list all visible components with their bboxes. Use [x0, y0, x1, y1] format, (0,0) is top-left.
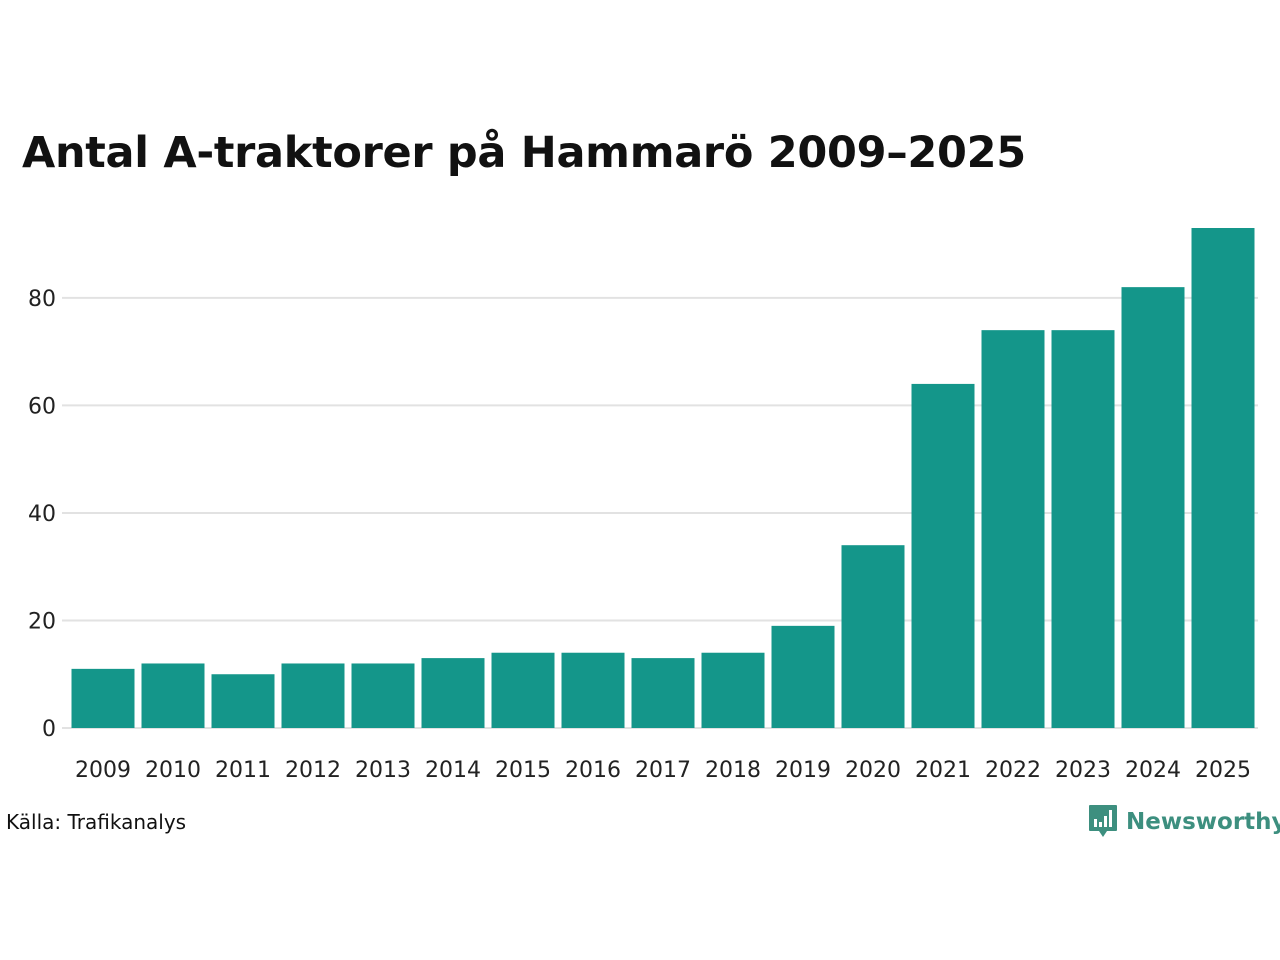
x-tick-label-2013: 2013 [355, 758, 411, 783]
bar-2023 [1051, 330, 1115, 728]
bar-2016 [561, 652, 625, 728]
brand-logo: Newsworthy [1088, 804, 1280, 840]
y-tick-label: 60 [28, 394, 56, 419]
brand-name: Newsworthy [1126, 809, 1280, 835]
x-tick-label-2018: 2018 [705, 758, 761, 783]
x-tick-label-2025: 2025 [1195, 758, 1251, 783]
bar-2022 [981, 330, 1045, 728]
y-tick-label: 40 [28, 502, 56, 527]
bar-2018 [701, 652, 765, 728]
x-tick-label-2021: 2021 [915, 758, 971, 783]
y-axis-labels: 0 20 40 60 80 [28, 287, 56, 742]
source-note: Källa: Trafikanalys [6, 810, 187, 834]
bar-2024 [1121, 287, 1185, 728]
chart-title: Antal A-traktorer på Hammarö 2009–2025 [22, 128, 1026, 178]
y-tick-label: 80 [28, 287, 56, 312]
bar-2025 [1191, 228, 1255, 728]
x-tick-label-2016: 2016 [565, 758, 621, 783]
bar-2011 [211, 674, 275, 728]
bar-chart-speech-bubble-icon [1089, 805, 1117, 837]
bar-2021 [911, 383, 975, 728]
x-tick-label-2024: 2024 [1125, 758, 1181, 783]
x-tick-label-2023: 2023 [1055, 758, 1111, 783]
bar-2010 [141, 663, 205, 728]
x-tick-label-2017: 2017 [635, 758, 691, 783]
x-tick-label-2014: 2014 [425, 758, 481, 783]
x-axis-labels: 2009 2010 2011 2012 2013 2014 2015 2016 2017 2018… [75, 758, 1251, 783]
bar-2014 [421, 658, 485, 728]
x-tick-label-2011: 2011 [215, 758, 271, 783]
x-tick-label-2015: 2015 [495, 758, 551, 783]
x-tick-label-2020: 2020 [845, 758, 901, 783]
bar-2015 [491, 652, 555, 728]
x-tick-label-2012: 2012 [285, 758, 341, 783]
x-tick-label-2019: 2019 [775, 758, 831, 783]
bar-2012 [281, 663, 345, 728]
x-tick-label-2010: 2010 [145, 758, 201, 783]
bar-2017 [631, 658, 695, 728]
x-tick-label-2022: 2022 [985, 758, 1041, 783]
bar-2013 [351, 663, 415, 728]
bars [71, 228, 1255, 728]
y-tick-label: 20 [28, 609, 56, 634]
y-tick-label: 0 [42, 717, 56, 742]
bar-2019 [771, 625, 835, 728]
bar-2009 [71, 668, 135, 728]
bar-2020 [841, 545, 905, 728]
x-tick-label-2009: 2009 [75, 758, 131, 783]
